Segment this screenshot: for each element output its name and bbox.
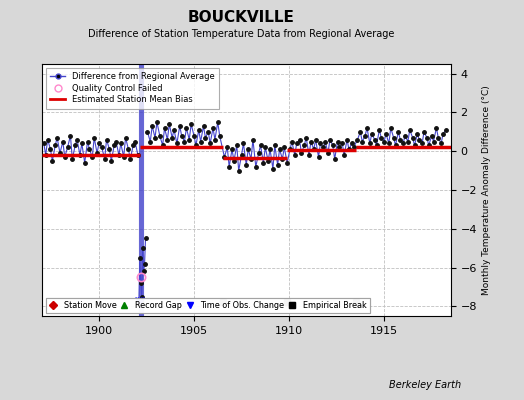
Text: Difference of Station Temperature Data from Regional Average: Difference of Station Temperature Data f… [88, 29, 394, 39]
Y-axis label: Monthly Temperature Anomaly Difference (°C): Monthly Temperature Anomaly Difference (… [483, 85, 492, 295]
Text: Berkeley Earth: Berkeley Earth [389, 380, 461, 390]
Text: BOUCKVILLE: BOUCKVILLE [188, 10, 294, 26]
Legend: Station Move, Record Gap, Time of Obs. Change, Empirical Break: Station Move, Record Gap, Time of Obs. C… [46, 298, 370, 313]
